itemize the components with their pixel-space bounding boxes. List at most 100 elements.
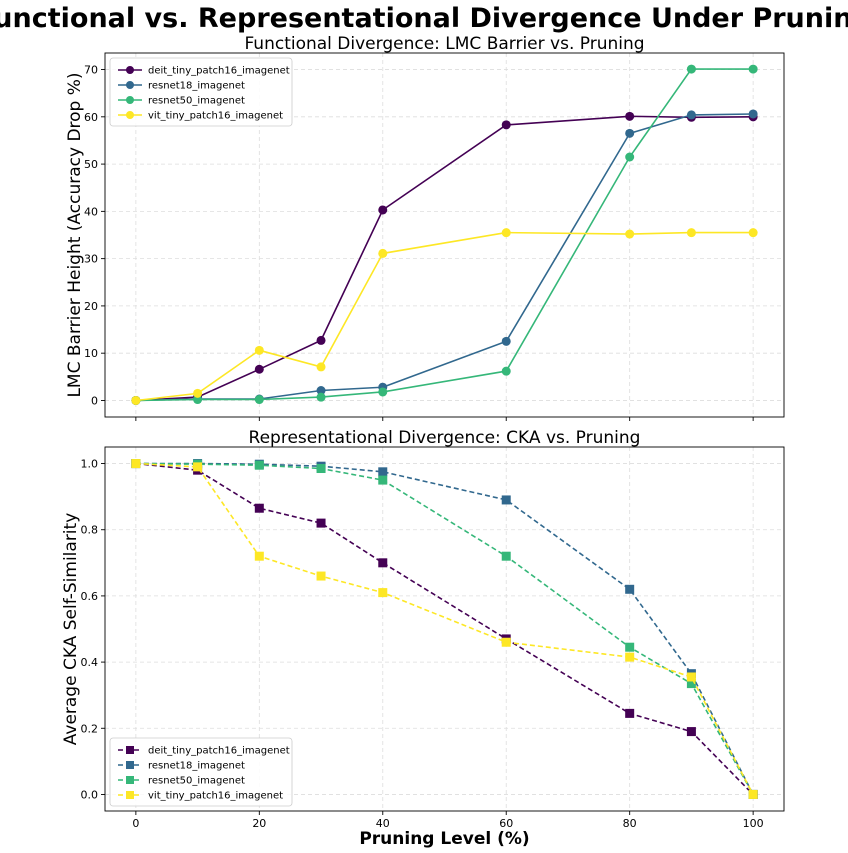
legend-box <box>109 57 293 127</box>
legend-marker <box>126 791 134 799</box>
data-point <box>193 388 203 398</box>
data-point <box>748 789 758 799</box>
data-point <box>316 392 326 402</box>
data-point <box>501 551 511 561</box>
data-point <box>625 642 635 652</box>
data-point <box>378 475 388 485</box>
data-point <box>131 395 141 405</box>
data-point <box>686 672 696 682</box>
legend-marker <box>126 776 134 784</box>
data-point <box>316 386 326 396</box>
data-point <box>686 727 696 737</box>
series-group <box>131 64 758 405</box>
y-tick-label: 0.2 <box>81 722 99 735</box>
data-point <box>378 248 388 258</box>
data-point <box>254 395 264 405</box>
data-point <box>316 464 326 474</box>
data-point <box>254 345 264 355</box>
data-point <box>625 128 635 138</box>
data-point <box>686 228 696 238</box>
x-tick-label: 40 <box>376 817 390 830</box>
data-point <box>748 64 758 74</box>
data-point <box>378 205 388 215</box>
y-tick-label: 10 <box>84 347 98 360</box>
y-tick-label: 1.0 <box>81 458 99 471</box>
ticks: 0 10 20 30 40 50 60 70 <box>84 64 754 421</box>
x-axis-label: Pruning Level (%) <box>359 829 529 849</box>
y-tick-label: 60 <box>84 111 98 124</box>
chart-title: Representational Divergence: CKA vs. Pru… <box>249 428 641 448</box>
legend-label: resnet50_imagenet <box>148 96 245 107</box>
legend-marker <box>126 111 134 119</box>
data-point <box>501 495 511 505</box>
legend-label: resnet50_imagenet <box>148 776 245 787</box>
data-point <box>254 364 264 374</box>
x-tick-label: 80 <box>623 817 637 830</box>
data-point <box>686 110 696 120</box>
legend-label: resnet18_imagenet <box>148 761 245 772</box>
data-point <box>378 588 388 598</box>
legend-box <box>109 737 293 807</box>
legend-marker <box>126 66 134 74</box>
y-axis-label: Average CKA Self-Similarity <box>61 513 81 746</box>
data-point <box>378 387 388 397</box>
y-tick-label: 50 <box>84 158 98 171</box>
legend-marker <box>126 761 134 769</box>
axes-frame <box>104 52 785 418</box>
legend-label: resnet18_imagenet <box>148 81 245 92</box>
data-point <box>378 467 388 477</box>
data-point <box>625 652 635 662</box>
legend: deit_tiny_patch16_imagenet resnet18_image… <box>109 737 293 807</box>
data-point <box>686 64 696 74</box>
data-point <box>316 518 326 528</box>
legend-label: deit_tiny_patch16_imagenet <box>148 746 290 757</box>
ticks: 0 20 40 60 80 100 0.0 0.2 0.4 0.6 0.8 1.0 <box>81 458 764 830</box>
y-tick-label: 0.4 <box>81 656 99 669</box>
legend-marker <box>126 81 134 89</box>
data-point <box>378 558 388 568</box>
x-tick-label: 20 <box>252 817 266 830</box>
data-point <box>625 152 635 162</box>
axes-frame <box>104 446 785 812</box>
data-point <box>316 571 326 581</box>
chart-panel-2: 0 20 40 60 80 100 0.0 0.2 0.4 0.6 0.8 1.0 Representa… <box>61 428 785 849</box>
data-point <box>748 109 758 119</box>
legend-label: vit_tiny_patch16_imagenet <box>148 791 283 802</box>
y-tick-label: 0.0 <box>81 788 99 801</box>
y-tick-label: 0.6 <box>81 590 99 603</box>
x-tick-label: 0 <box>132 817 139 830</box>
y-tick-label: 20 <box>84 300 98 313</box>
data-point <box>254 503 264 513</box>
data-point <box>501 336 511 346</box>
y-axis-label: LMC Barrier Height (Accuracy Drop %) <box>65 72 85 397</box>
data-point <box>748 228 758 238</box>
legend: deit_tiny_patch16_imagenet resnet18_image… <box>109 57 293 127</box>
y-tick-label: 30 <box>84 253 98 266</box>
data-point <box>501 366 511 376</box>
data-point <box>686 679 696 689</box>
chart-panel-1: 0 10 20 30 40 50 60 70 Functional Divergence: LM… <box>65 34 785 421</box>
data-point <box>254 460 264 470</box>
x-tick-label: 100 <box>743 817 764 830</box>
y-tick-label: 0 <box>91 394 98 407</box>
data-point <box>625 708 635 718</box>
data-point <box>254 551 264 561</box>
legend-label: vit_tiny_patch16_imagenet <box>148 111 283 122</box>
data-point <box>316 335 326 345</box>
data-point <box>625 111 635 121</box>
legend-marker <box>126 746 134 754</box>
chart-title: Functional Divergence: LMC Barrier vs. P… <box>244 34 644 54</box>
y-tick-label: 40 <box>84 205 98 218</box>
data-point <box>131 459 141 469</box>
x-tick-label: 60 <box>499 817 513 830</box>
legend-label: deit_tiny_patch16_imagenet <box>148 66 290 77</box>
series-line <box>135 462 754 796</box>
data-point <box>501 637 511 647</box>
data-point <box>625 229 635 239</box>
data-point <box>316 362 326 372</box>
figure-title: Functional vs. Representational Divergen… <box>0 3 848 34</box>
y-tick-label: 70 <box>84 64 98 77</box>
data-point <box>501 120 511 130</box>
data-point <box>501 228 511 238</box>
